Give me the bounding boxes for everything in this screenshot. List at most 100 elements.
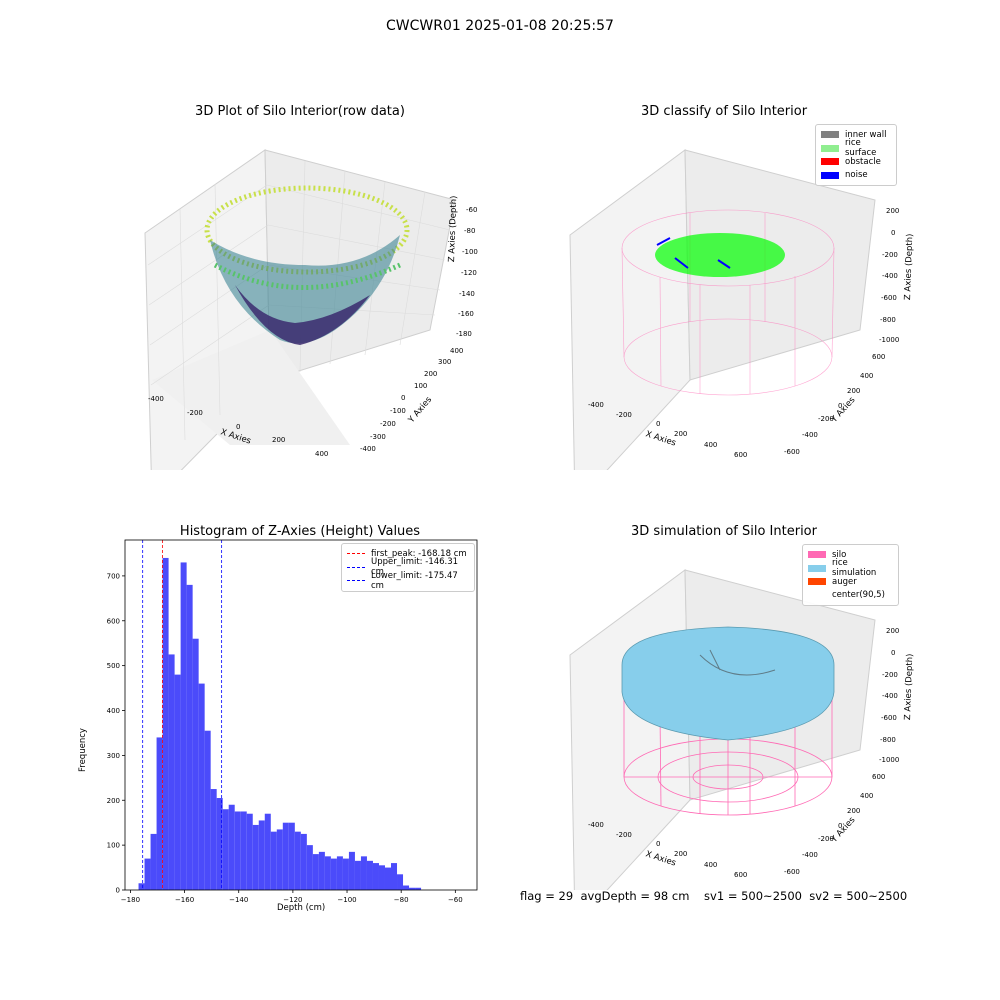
- panel4-ytick: 200: [847, 807, 861, 815]
- panel2-xtick: 0: [656, 420, 661, 428]
- x-tick-label: −160: [175, 896, 194, 904]
- y-tick-label: 0: [116, 887, 120, 895]
- panel2-zlabel: Z Axies (Depth): [903, 233, 916, 301]
- panel2-legend: inner wall rice surface obstacle noise: [815, 124, 897, 186]
- panel4-3d-simulation: [569, 569, 876, 890]
- histogram-bar: [360, 856, 367, 890]
- y-tick-label: 400: [107, 707, 120, 715]
- legend-label: Upper_limit: -146.31 cm: [371, 557, 459, 578]
- legend-label: first_peak: -168.18 cm: [371, 548, 467, 559]
- y-tick-label: 200: [107, 797, 120, 805]
- histogram-xlabel: Depth (cm): [277, 903, 326, 913]
- legend-label: silo: [832, 549, 847, 560]
- legend-line: [347, 566, 365, 568]
- legend-swatch: [808, 578, 826, 586]
- histogram-bar: [162, 557, 169, 890]
- panel2-ytick: 400: [860, 372, 874, 380]
- panel2-ztick: -1000: [879, 336, 900, 344]
- panel2-ytick: -400: [802, 431, 818, 439]
- panel1-ztick: -60: [466, 206, 478, 214]
- histogram-bar: [264, 813, 271, 890]
- histogram-y-ticks: 0 100 200 300 400 500 600 700: [107, 572, 125, 895]
- panel4-title: 3D simulation of Silo Interior: [631, 524, 817, 539]
- histogram-reference-lines: [142, 540, 223, 890]
- histogram-bar: [397, 874, 404, 890]
- histogram-bar: [276, 829, 283, 890]
- histogram-bar: [342, 858, 349, 890]
- legend-swatch: [821, 171, 839, 179]
- panel2-axes-box: [569, 149, 876, 470]
- x-tick-label: −60: [448, 896, 463, 904]
- legend-label: auger: [832, 576, 857, 587]
- histogram-bar: [384, 867, 392, 890]
- histogram-bar: [180, 562, 187, 890]
- panel2-ytick: 0: [838, 402, 843, 410]
- legend-swatch: [808, 551, 826, 559]
- panel2-xtick: -400: [588, 401, 604, 409]
- histogram-bar: [409, 887, 416, 890]
- histogram-bar: [210, 789, 217, 890]
- histogram-bar: [288, 822, 295, 890]
- panel1-ytick: 400: [450, 347, 464, 355]
- panel2-ytick: -200: [818, 415, 834, 423]
- panel2-ztick: 0: [891, 229, 896, 237]
- legend-swatch: [821, 131, 839, 139]
- panel2-ytick: 200: [847, 387, 861, 395]
- panel1-ztick: -160: [458, 310, 474, 318]
- panel4-rice-simulation-surface: [621, 626, 835, 741]
- histogram-bar: [378, 865, 385, 890]
- panel4-xtick: -400: [588, 821, 604, 829]
- panel1-ytick: -200: [380, 420, 396, 428]
- legend-label: center(90,5): [832, 590, 885, 601]
- x-tick-label: −120: [283, 896, 302, 904]
- histogram-chart: −180 −160 −140 −120 −100 −80 −60 0 100 200 300 400…: [107, 539, 478, 904]
- histogram-bar: [294, 831, 301, 890]
- histogram-title: Histogram of Z-Axies (Height) Values: [179, 524, 421, 539]
- histogram-bar: [222, 809, 229, 890]
- y-tick-label: 500: [107, 662, 120, 670]
- panel4-zlabel: Z Axies (Depth): [903, 653, 916, 721]
- histogram-frame: [124, 539, 478, 891]
- legend-label: noise: [845, 170, 868, 181]
- legend-swatch: [808, 564, 826, 572]
- histogram-bar: [258, 820, 265, 890]
- panel1-ytick: 300: [438, 358, 452, 366]
- panel1-xtick: -400: [148, 395, 164, 403]
- y-tick-label: 100: [107, 842, 120, 850]
- panel1-3d-scatter: [144, 149, 456, 470]
- panel2-ytick: 600: [872, 353, 886, 361]
- panel2-title: 3D classify of Silo Interior: [640, 104, 808, 119]
- histogram-x-ticks: −180 −160 −140 −120 −100 −80 −60: [121, 890, 463, 904]
- histogram-bar: [366, 860, 373, 890]
- histogram-legend: first_peak: -168.18 cm Upper_limit: -146…: [341, 543, 475, 592]
- panel1-ztick: -120: [461, 269, 477, 277]
- panel2-xtick: 200: [674, 430, 688, 438]
- panel1-ytick: 200: [424, 370, 438, 378]
- panel2-ztick: 200: [886, 207, 900, 215]
- x-tick-label: −180: [121, 896, 140, 904]
- histogram-bar: [204, 730, 211, 890]
- histogram-bars: [138, 557, 422, 890]
- histogram-bar: [282, 822, 289, 890]
- legend-swatch: [808, 592, 826, 599]
- legend-label: inner wall: [845, 129, 887, 140]
- histogram-bar: [186, 584, 193, 890]
- histogram-ylabel: Frequency: [78, 728, 88, 772]
- panel4-ztick: -200: [882, 671, 898, 679]
- panel2-ytick: -600: [784, 448, 800, 456]
- x-tick-label: −140: [229, 896, 248, 904]
- panel1-ztick: -140: [459, 290, 475, 298]
- panel4-ztick: 0: [891, 649, 896, 657]
- histogram-bar: [300, 833, 307, 890]
- panel4-ytick: -400: [802, 851, 818, 859]
- legend-line: [347, 580, 365, 582]
- y-tick-label: 700: [107, 572, 120, 580]
- panel1-ztick: -180: [456, 330, 472, 338]
- histogram-bar: [216, 798, 223, 890]
- panel4-ytick: 600: [872, 773, 886, 781]
- histogram-bar: [150, 833, 157, 890]
- histogram-bar: [312, 854, 319, 890]
- panel4-ytick: 400: [860, 792, 874, 800]
- panel1-title: 3D Plot of Silo Interior(row data): [195, 104, 405, 119]
- panel2-3d-classify: [569, 149, 876, 470]
